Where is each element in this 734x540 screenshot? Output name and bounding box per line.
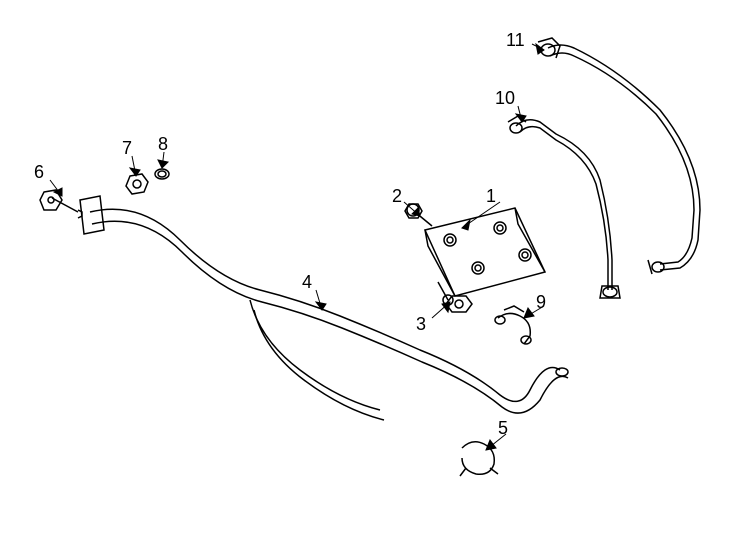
callout-label-4: 4 <box>302 272 312 293</box>
part-nut-7 <box>126 174 148 194</box>
part-fitting-9 <box>495 306 531 344</box>
part-hose-10 <box>508 116 620 298</box>
callout-label-1: 1 <box>486 186 496 207</box>
callout-label-9: 9 <box>536 292 546 313</box>
callout-arrows <box>50 44 544 450</box>
part-oil-cooler <box>425 208 545 305</box>
parts-diagram <box>0 0 734 540</box>
part-hose-11 <box>538 38 700 274</box>
callout-label-3: 3 <box>416 314 426 335</box>
callout-label-5: 5 <box>498 418 508 439</box>
callout-label-10: 10 <box>495 88 515 109</box>
callout-label-8: 8 <box>158 134 168 155</box>
callout-label-11: 11 <box>506 30 525 51</box>
callout-label-6: 6 <box>34 162 44 183</box>
part-oring-8 <box>155 169 169 179</box>
callout-label-2: 2 <box>392 186 402 207</box>
callout-label-7: 7 <box>122 138 132 159</box>
